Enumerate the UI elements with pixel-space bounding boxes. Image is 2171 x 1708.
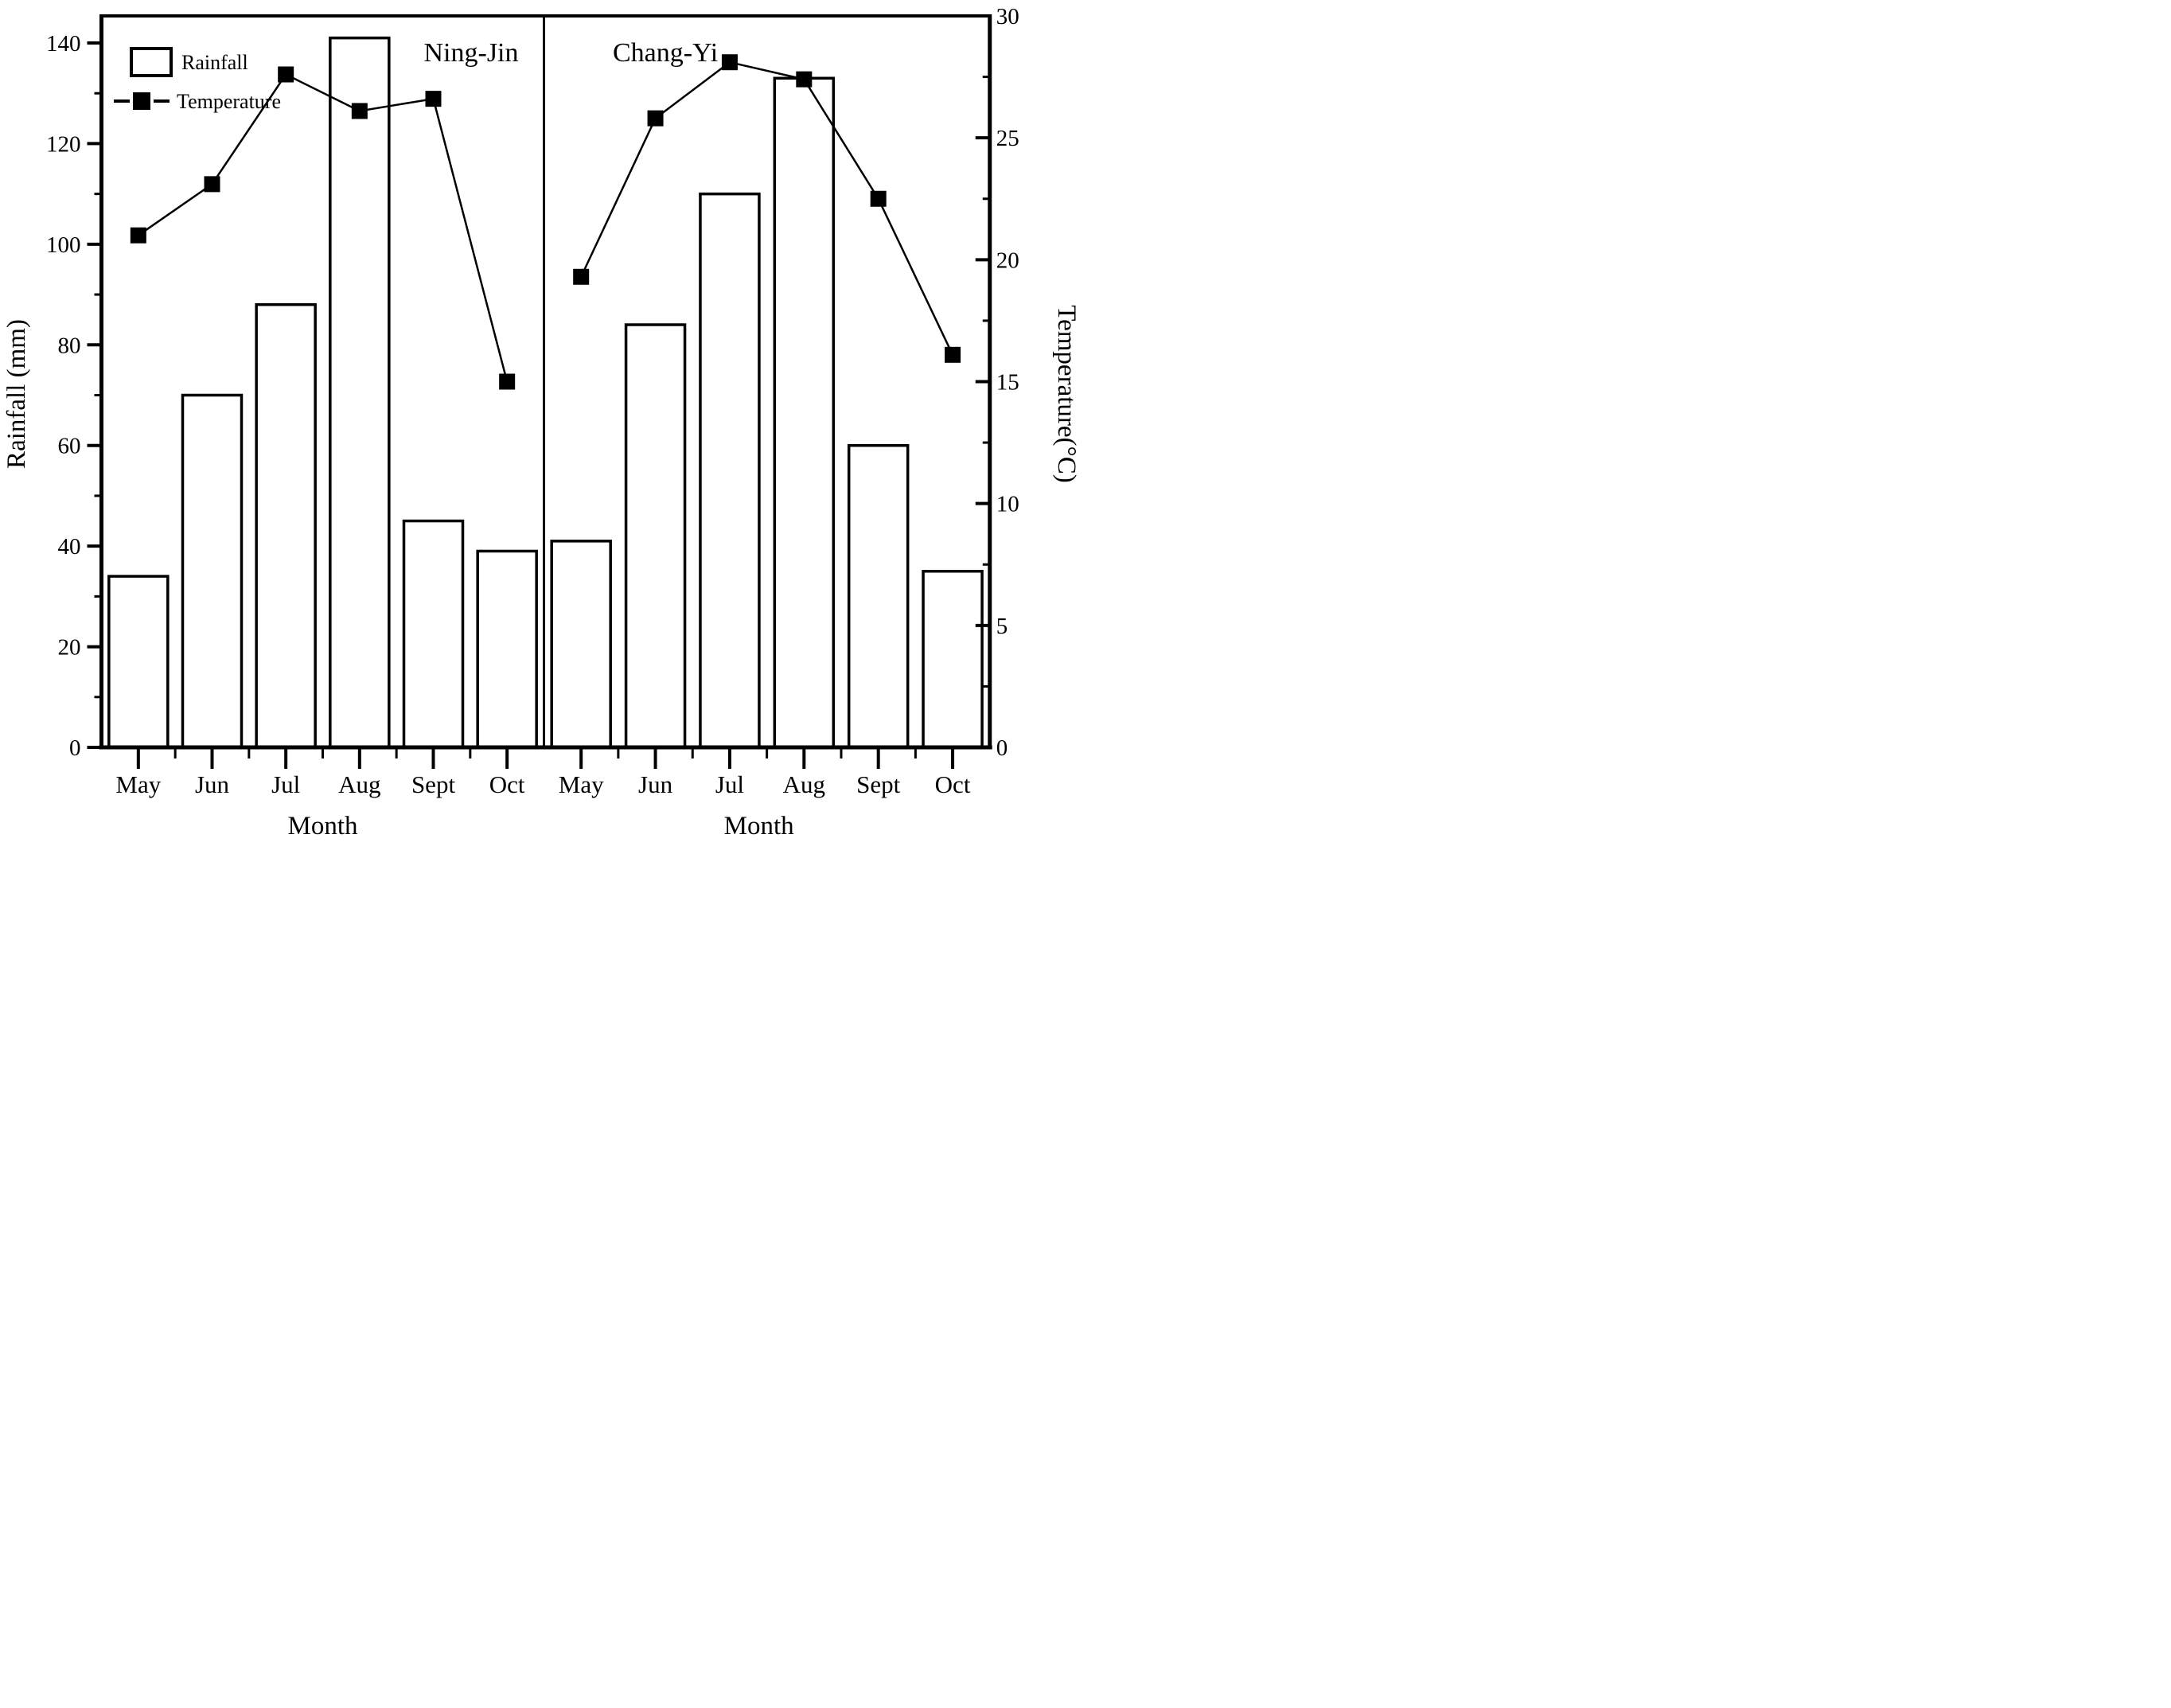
temperature-marker-Chang-Yi-Oct xyxy=(945,346,961,363)
temperature-lines-layer xyxy=(130,54,961,390)
temperature-marker-Chang-Yi-Aug xyxy=(796,71,813,88)
temperature-marker-Chang-Yi-Sept xyxy=(870,190,887,207)
tick-label: 0 xyxy=(996,735,1008,761)
panel-label-chang-yi: Chang-Yi xyxy=(613,38,718,68)
temperature-marker-Chang-Yi-Jun xyxy=(647,110,664,127)
tick-label: 10 xyxy=(996,492,1019,517)
temperature-marker-Ning-Jin-May xyxy=(130,227,146,244)
legend-rainfall-swatch xyxy=(130,47,173,77)
legend-temperature-marker xyxy=(133,92,150,110)
tick-label: Sept xyxy=(411,770,456,798)
tick-label: Jun xyxy=(638,770,673,798)
tick-label: 15 xyxy=(996,370,1019,396)
tick-label: 140 xyxy=(46,31,81,57)
dual-panel-chart: 0 20 40 60 80 100 120 140 0 5 10 15 20 25 30 May Jun Jul A… xyxy=(2,4,1081,840)
rainfall-bar-Chang-Yi-May xyxy=(550,540,612,749)
tick-label: 0 xyxy=(69,735,81,761)
axes-layer xyxy=(87,14,992,769)
panel-label-ning-jin: Ning-Jin xyxy=(424,38,519,68)
left-axis-title: Rainfall (mm) xyxy=(2,319,31,469)
temperature-marker-Chang-Yi-Jul xyxy=(721,54,738,71)
tick-label: 100 xyxy=(46,232,81,258)
legend-temperature-label: Temperature xyxy=(177,90,281,113)
temperature-marker-Ning-Jin-Jun xyxy=(204,176,220,193)
x-axis-title-left-panel: Month xyxy=(287,812,358,840)
temperature-marker-Ning-Jin-Oct xyxy=(499,373,516,390)
rainfall-bar-Chang-Yi-Oct xyxy=(922,570,984,749)
tick-label: Sept xyxy=(856,770,901,798)
temperature-marker-Ning-Jin-Jul xyxy=(278,66,294,83)
tick-labels-layer: 0 20 40 60 80 100 120 140 0 5 10 15 20 25 30 May Jun Jul A… xyxy=(46,4,1019,798)
tick-label: Jul xyxy=(271,770,300,798)
rainfall-bar-Ning-Jin-Jun xyxy=(181,393,244,749)
rainfall-bar-Ning-Jin-Aug xyxy=(329,36,391,749)
tick-label: 40 xyxy=(58,534,81,560)
tick-label: Oct xyxy=(489,770,525,798)
tick-label: Oct xyxy=(935,770,971,798)
rainfall-temperature-figure: 0 20 40 60 80 100 120 140 0 5 10 15 20 25 30 May Jun Jul A… xyxy=(0,0,1086,854)
temperature-line-Ning-Jin xyxy=(138,72,509,382)
rainfall-bar-Chang-Yi-Jul xyxy=(699,192,761,749)
tick-label: 20 xyxy=(58,635,81,661)
rainfall-bar-Ning-Jin-May xyxy=(107,575,170,749)
temperature-marker-Ning-Jin-Aug xyxy=(351,103,368,119)
rainfall-bars-layer xyxy=(107,36,984,749)
right-axis-title: Temperature(°C) xyxy=(1052,305,1081,482)
temperature-marker-Chang-Yi-May xyxy=(573,268,590,285)
tick-label: 60 xyxy=(58,434,81,459)
tick-label: 20 xyxy=(996,248,1019,273)
tick-label: May xyxy=(115,770,161,798)
tick-label: 5 xyxy=(996,614,1008,639)
temperature-marker-Ning-Jin-Sept xyxy=(425,91,442,107)
tick-label: Jun xyxy=(195,770,230,798)
tick-label: Jul xyxy=(715,770,744,798)
rainfall-bar-Chang-Yi-Sept xyxy=(847,443,910,749)
tick-label: Aug xyxy=(783,770,825,798)
rainfall-bar-Chang-Yi-Jun xyxy=(624,323,687,749)
x-axis-title-right-panel: Month xyxy=(724,812,795,840)
legend: Rainfall Temperature xyxy=(114,47,281,113)
rainfall-bar-Ning-Jin-Jul xyxy=(255,302,317,749)
tick-label: May xyxy=(559,770,604,798)
temperature-line-Chang-Yi xyxy=(580,60,954,356)
rainfall-bar-Ning-Jin-Sept xyxy=(402,519,465,749)
tick-label: Aug xyxy=(338,770,380,798)
tick-label: 25 xyxy=(996,126,1019,151)
rainfall-bar-Chang-Yi-Aug xyxy=(773,76,836,749)
tick-label: 30 xyxy=(996,4,1019,29)
tick-label: 120 xyxy=(46,131,81,157)
rainfall-bar-Ning-Jin-Oct xyxy=(476,549,538,749)
legend-rainfall-label: Rainfall xyxy=(181,51,248,74)
tick-label: 80 xyxy=(58,333,81,358)
